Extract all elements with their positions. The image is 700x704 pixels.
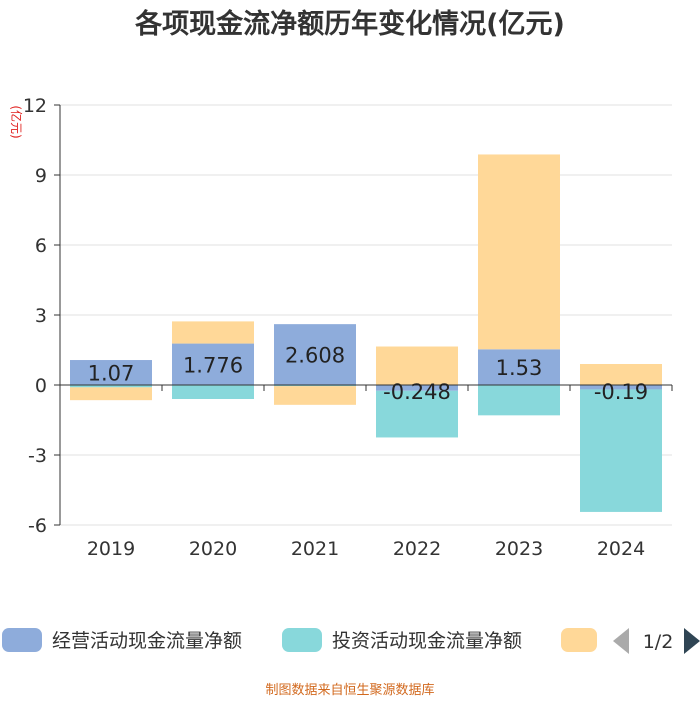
bar-financing-2020[interactable] [172, 321, 254, 344]
legend-label-investing: 投资活动现金流量净额 [332, 630, 522, 652]
bar-operating-2020[interactable] [172, 343, 254, 385]
bar-operating-2023[interactable] [478, 349, 560, 385]
bar-investing-2021[interactable] [274, 385, 356, 387]
legend-item-operating[interactable]: 经营活动现金流量净额 [2, 628, 242, 652]
y-tick-label: 12 [23, 95, 47, 117]
legend-swatch-investing [282, 628, 322, 652]
y-tick-label: -3 [28, 445, 47, 467]
data-label-operating-2019: 1.07 [88, 362, 135, 386]
data-label-operating-2024: -0.19 [594, 380, 648, 404]
x-tick-label: 2022 [393, 538, 441, 560]
bar-investing-2023[interactable] [478, 385, 560, 416]
bar-operating-2024[interactable] [580, 385, 662, 390]
data-label-operating-2021: 2.608 [285, 344, 345, 368]
x-tick-label: 2019 [87, 538, 135, 560]
legend-swatch-financing [561, 628, 597, 652]
legend-page-indicator: 1/2 [643, 631, 674, 653]
bar-investing-2024[interactable] [580, 389, 662, 512]
y-axis-label: (亿元) [9, 105, 24, 138]
bar-operating-2022[interactable] [376, 385, 458, 391]
bar-investing-2019[interactable] [70, 385, 152, 388]
bar-financing-2023[interactable] [478, 154, 560, 350]
legend-next-page-icon[interactable] [684, 628, 700, 654]
bar-financing-2024[interactable] [580, 364, 662, 385]
bar-financing-2022[interactable] [376, 346, 458, 386]
x-tick-label: 2021 [291, 538, 339, 560]
source-footer: 制图数据来自恒生聚源数据库 [265, 682, 434, 698]
bar-financing-2021[interactable] [274, 386, 356, 405]
x-tick-label: 2024 [597, 538, 645, 560]
x-tick-label: 2023 [495, 538, 543, 560]
y-tick-label: 0 [35, 375, 47, 397]
y-tick-label: 6 [35, 235, 47, 257]
axes: -6 -3 0 3 6 9 12 2019 2020 2021 2022 2023 2024 [23, 95, 673, 560]
bar-investing-2022[interactable] [376, 390, 458, 438]
y-tick-label: 3 [35, 305, 47, 327]
legend-prev-page-icon[interactable] [613, 628, 629, 654]
legend-label-operating: 经营活动现金流量净额 [52, 630, 242, 652]
legend-item-investing[interactable]: 投资活动现金流量净额 [282, 628, 522, 652]
bars [70, 154, 662, 512]
bar-operating-2019[interactable] [70, 360, 152, 385]
legend-item-financing[interactable] [561, 628, 597, 652]
data-label-operating-2022: -0.248 [383, 380, 451, 404]
grid-lines [60, 104, 672, 526]
bar-operating-2021[interactable] [274, 324, 356, 385]
bar-investing-2020[interactable] [172, 385, 254, 399]
legend: 经营活动现金流量净额 投资活动现金流量净额 1/2 [2, 628, 700, 654]
legend-swatch-operating [2, 628, 42, 652]
data-label-operating-2023: 1.53 [496, 356, 543, 380]
data-label-operating-2020: 1.776 [183, 353, 243, 377]
chart-title: 各项现金流净额历年变化情况(亿元) [134, 8, 565, 40]
bar-financing-2019[interactable] [70, 387, 152, 401]
x-tick-label: 2020 [189, 538, 237, 560]
y-tick-label: -6 [28, 515, 47, 537]
data-labels: 1.07 1.776 2.608 -0.248 1.53 -0.19 [88, 344, 649, 404]
y-tick-label: 9 [35, 165, 47, 187]
